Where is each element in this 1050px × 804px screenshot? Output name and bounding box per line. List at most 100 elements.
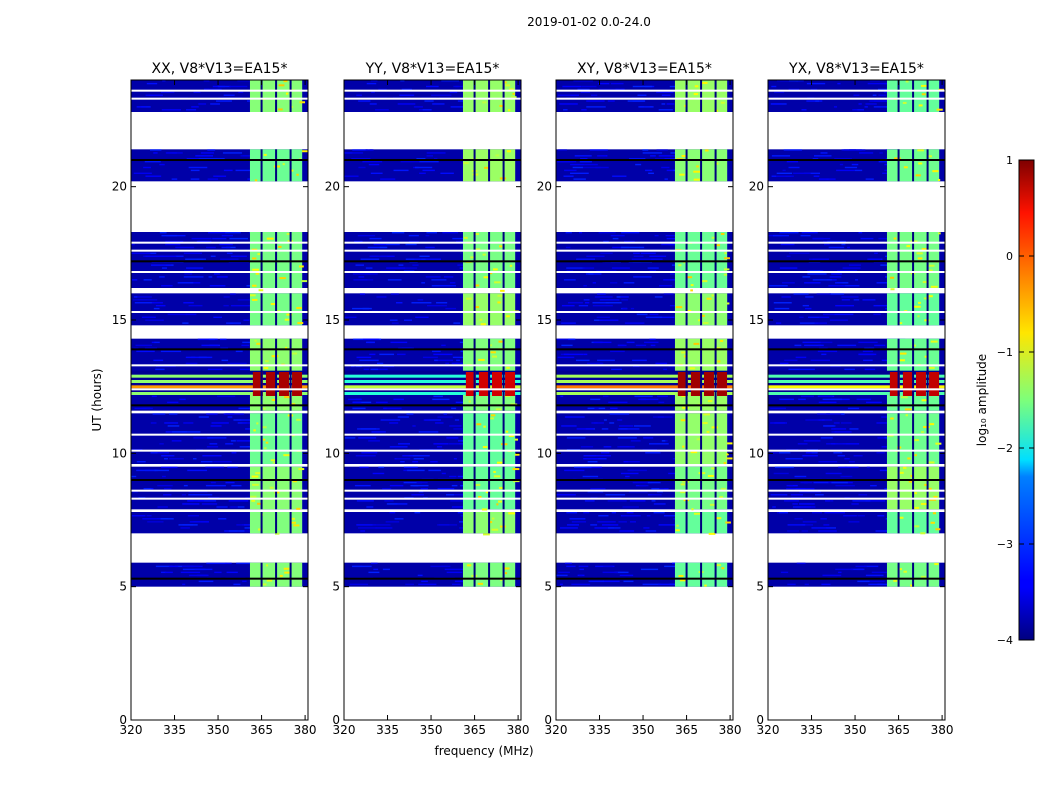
flagged-row <box>556 449 733 452</box>
y-tick-label: 20 <box>749 180 764 194</box>
channel-gap <box>700 80 703 112</box>
channel-gap <box>897 338 900 411</box>
flagged-row <box>131 404 308 407</box>
channel-gap <box>488 562 491 587</box>
channel-gap <box>926 80 929 112</box>
x-tick-label: 365 <box>887 723 910 737</box>
channel-gap <box>926 149 929 182</box>
flagged-row <box>131 433 308 436</box>
band-peak <box>505 372 516 396</box>
x-tick-label: 380 <box>294 723 317 737</box>
y-tick-label: 0 <box>756 713 764 727</box>
y-axis-label: UT (hours) <box>90 368 104 431</box>
flagged-row <box>131 159 308 161</box>
panel-title: XY, V8*V13=EA15* <box>577 61 712 77</box>
channel-gap <box>714 80 717 112</box>
channel-gap <box>897 413 900 464</box>
flagged-row <box>768 479 945 481</box>
band-peak <box>717 372 728 396</box>
x-tick-label: 350 <box>420 723 443 737</box>
channel-gap <box>926 232 929 288</box>
strong-rfi-line <box>344 380 521 383</box>
panel-3: XY, V8*V13=EA15* 0 5 10 15 20 320 335 350 365 380 <box>537 61 742 737</box>
channel-gap <box>926 413 929 464</box>
channel-gap <box>488 338 491 411</box>
panel-title: YY, V8*V13=EA15* <box>365 61 500 77</box>
strong-rfi-line <box>131 385 308 389</box>
channel-gap <box>275 338 278 411</box>
strong-rfi-line <box>344 374 521 378</box>
band-peak <box>278 372 289 396</box>
colorbar-tick-label: −3 <box>997 538 1013 551</box>
x-tick-label: 365 <box>675 723 698 737</box>
flagged-row <box>556 404 733 407</box>
channel-gap <box>289 149 292 182</box>
flagged-row <box>768 241 945 244</box>
band-peak <box>677 372 688 396</box>
flagged-row <box>131 311 308 313</box>
channel-gap <box>275 413 278 464</box>
flagged-row <box>131 497 308 500</box>
channel-gap <box>260 338 263 411</box>
channel-gap <box>502 562 505 587</box>
channel-gap <box>897 80 900 112</box>
x-tick-label: 380 <box>507 723 530 737</box>
flagged-row <box>344 364 521 367</box>
band-peak <box>478 372 489 396</box>
y-tick-label: 20 <box>325 180 340 194</box>
channel-gap <box>912 512 915 534</box>
strong-rfi-line <box>556 374 733 378</box>
flagged-row <box>768 404 945 407</box>
x-tick-label: 365 <box>463 723 486 737</box>
channel-gap <box>926 466 929 510</box>
flagged-row <box>556 97 733 100</box>
channel-gap <box>912 562 915 587</box>
flagged-row <box>344 388 521 391</box>
x-tick-label: 320 <box>545 723 568 737</box>
panel-frame <box>130 79 309 721</box>
panel-heatmap <box>131 80 308 587</box>
channel-gap <box>260 466 263 510</box>
strong-rfi-line <box>556 392 733 395</box>
colorbar-gradient <box>1018 159 1035 641</box>
flagged-row <box>556 249 733 252</box>
flagged-row <box>556 271 733 273</box>
channel-gap <box>897 466 900 510</box>
x-tick-label: 335 <box>376 723 399 737</box>
channel-gap <box>289 80 292 112</box>
flagged-row <box>131 489 308 492</box>
channel-gap <box>926 293 929 326</box>
flagged-row <box>768 449 945 452</box>
flagged-row <box>344 97 521 100</box>
channel-gap <box>488 149 491 182</box>
band-peak <box>902 372 913 396</box>
strong-rfi-line <box>768 374 945 378</box>
flagged-row <box>556 241 733 244</box>
channel-gap <box>912 466 915 510</box>
colorbar-tick-label: 1 <box>1006 154 1013 167</box>
channel-gap <box>275 466 278 510</box>
band-peak <box>252 372 263 396</box>
flagged-row <box>344 260 521 263</box>
colorbar-ticks: 1 0 −1 −2 −3 −4 <box>997 154 1034 647</box>
flagged-row <box>344 311 521 313</box>
flagged-row <box>344 271 521 273</box>
channel-gap <box>714 512 717 534</box>
channel-gap <box>289 512 292 534</box>
x-tick-label: 350 <box>207 723 230 737</box>
panel-1: XX, V8*V13=EA15* 0 5 10 15 20 320 335 350 365 380 <box>112 61 317 737</box>
channel-gap <box>275 80 278 112</box>
flagged-row <box>131 388 308 391</box>
flagged-row <box>768 159 945 161</box>
panel-frame <box>767 79 946 721</box>
flagged-row <box>344 577 521 580</box>
channel-gap <box>502 80 505 112</box>
flagged-row <box>344 241 521 244</box>
channel-gap <box>260 80 263 112</box>
flagged-row <box>768 311 945 313</box>
channel-gap <box>260 413 263 464</box>
flagged-row <box>556 311 733 313</box>
flagged-row <box>131 364 308 367</box>
flagged-row <box>344 489 521 492</box>
